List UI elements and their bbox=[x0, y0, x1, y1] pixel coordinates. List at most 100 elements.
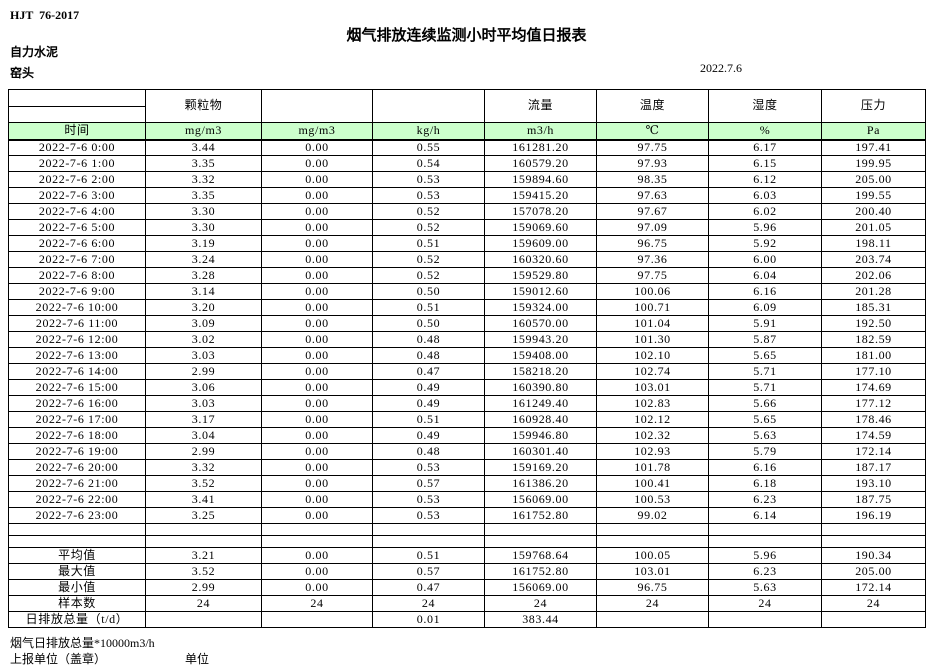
cell: 161752.80 bbox=[484, 563, 597, 580]
table-row: 2022-7-6 1:00 3.35 0.00 0.54 160579.20 97.93 6… bbox=[8, 155, 926, 172]
cell: 97.67 bbox=[596, 203, 709, 220]
cell: 2.99 bbox=[145, 363, 262, 380]
unit-cell-time: 时间 bbox=[8, 122, 146, 141]
cell: 177.12 bbox=[821, 395, 926, 412]
cell: 178.46 bbox=[821, 411, 926, 428]
cell: 5.71 bbox=[708, 363, 822, 380]
cell: 2022-7-6 23:00 bbox=[8, 507, 146, 524]
cell: 3.06 bbox=[145, 379, 262, 396]
cell: 5.87 bbox=[708, 331, 822, 348]
cell: 0.00 bbox=[261, 251, 373, 268]
cell: 101.30 bbox=[596, 331, 709, 348]
cell bbox=[145, 523, 262, 536]
header-cell-time-bottom bbox=[8, 106, 146, 123]
cell: 0.00 bbox=[261, 155, 373, 172]
cell: 0.52 bbox=[372, 219, 485, 236]
table-row: 2022-7-6 22:00 3.41 0.00 0.53 156069.00 100.5… bbox=[8, 491, 926, 508]
cell: 0.47 bbox=[372, 363, 485, 380]
cell bbox=[596, 523, 709, 536]
cell bbox=[484, 523, 597, 536]
cell: 0.00 bbox=[261, 187, 373, 204]
header-cell-particulate: 颗粒物 bbox=[145, 89, 262, 123]
cell: 157078.20 bbox=[484, 203, 597, 220]
cell: 100.71 bbox=[596, 299, 709, 316]
cell: 6.15 bbox=[708, 155, 822, 172]
cell: 24 bbox=[708, 595, 822, 612]
table-row: 2022-7-6 6:00 3.19 0.00 0.51 159609.00 96.75 5… bbox=[8, 235, 926, 252]
cell: 0.51 bbox=[372, 547, 485, 564]
cell bbox=[145, 611, 262, 628]
cell: 102.12 bbox=[596, 411, 709, 428]
cell: 6.04 bbox=[708, 267, 822, 284]
cell: 5.91 bbox=[708, 315, 822, 332]
cell: 2022-7-6 20:00 bbox=[8, 459, 146, 476]
cell: 0.00 bbox=[261, 267, 373, 284]
cell: 182.59 bbox=[821, 331, 926, 348]
cell: 0.49 bbox=[372, 427, 485, 444]
cell: 0.00 bbox=[261, 475, 373, 492]
cell: 97.36 bbox=[596, 251, 709, 268]
cell: 100.53 bbox=[596, 491, 709, 508]
cell: 3.52 bbox=[145, 475, 262, 492]
cell: 2.99 bbox=[145, 443, 262, 460]
group-header-row: 颗粒物 流量 温度 湿度 压力 bbox=[8, 89, 926, 123]
cell bbox=[261, 523, 373, 536]
cell: 161752.80 bbox=[484, 507, 597, 524]
cell: 5.71 bbox=[708, 379, 822, 396]
cell: 0.00 bbox=[261, 203, 373, 220]
cell bbox=[8, 523, 146, 536]
cell: 196.19 bbox=[821, 507, 926, 524]
cell: 0.00 bbox=[261, 139, 373, 156]
cell: 97.93 bbox=[596, 155, 709, 172]
table-row: 2022-7-6 14:00 2.99 0.00 0.47 158218.20 102.7… bbox=[8, 363, 926, 380]
cell: 197.41 bbox=[821, 139, 926, 156]
cell: 2022-7-6 6:00 bbox=[8, 235, 146, 252]
cell: 161281.20 bbox=[484, 139, 597, 156]
table-row: 2022-7-6 5:00 3.30 0.00 0.52 159069.60 97.09 5… bbox=[8, 219, 926, 236]
cell: 159529.80 bbox=[484, 267, 597, 284]
cell: 174.69 bbox=[821, 379, 926, 396]
cell: 6.12 bbox=[708, 171, 822, 188]
cell: 0.53 bbox=[372, 507, 485, 524]
cell: 2022-7-6 12:00 bbox=[8, 331, 146, 348]
header-cell-pressure: 压力 bbox=[821, 89, 926, 123]
cell: 160301.40 bbox=[484, 443, 597, 460]
cell: 193.10 bbox=[821, 475, 926, 492]
cell: 0.48 bbox=[372, 443, 485, 460]
table-row: 2022-7-6 8:00 3.28 0.00 0.52 159529.80 97.75 6… bbox=[8, 267, 926, 284]
table-row: 2022-7-6 18:00 3.04 0.00 0.49 159946.80 102.3… bbox=[8, 427, 926, 444]
table-body: 2022-7-6 0:00 3.44 0.00 0.55 161281.20 97.75 6… bbox=[8, 139, 926, 628]
summary-row: 样本数 24 24 24 24 24 24 24 bbox=[8, 595, 926, 612]
table-row: 2022-7-6 2:00 3.32 0.00 0.53 159894.60 98.35 6… bbox=[8, 171, 926, 188]
cell: 161249.40 bbox=[484, 395, 597, 412]
cell: 172.14 bbox=[821, 443, 926, 460]
cell: 0.52 bbox=[372, 251, 485, 268]
cell: 0.00 bbox=[261, 315, 373, 332]
table-row: 2022-7-6 0:00 3.44 0.00 0.55 161281.20 97.75 6… bbox=[8, 139, 926, 156]
cell: 0.00 bbox=[261, 491, 373, 508]
table-row: 2022-7-6 3:00 3.35 0.00 0.53 159415.20 97.63 6… bbox=[8, 187, 926, 204]
unit-label: 单位 bbox=[185, 652, 210, 666]
cell: 159012.60 bbox=[484, 283, 597, 300]
unit-cell-mgm3-2: mg/m3 bbox=[261, 122, 373, 141]
report-table: 颗粒物 流量 温度 湿度 压力 时间 mg/m3 mg/m3 kg/h m3/h… bbox=[8, 89, 926, 628]
cell: 2022-7-6 11:00 bbox=[8, 315, 146, 332]
cell: 6.03 bbox=[708, 187, 822, 204]
cell: 102.93 bbox=[596, 443, 709, 460]
cell: 96.75 bbox=[596, 235, 709, 252]
cell: 0.50 bbox=[372, 315, 485, 332]
cell: 3.17 bbox=[145, 411, 262, 428]
cell: 97.09 bbox=[596, 219, 709, 236]
cell: 198.11 bbox=[821, 235, 926, 252]
cell bbox=[708, 535, 822, 548]
cell bbox=[596, 611, 709, 628]
cell bbox=[261, 535, 373, 548]
cell: 0.57 bbox=[372, 475, 485, 492]
cell: 2022-7-6 5:00 bbox=[8, 219, 146, 236]
cell: 3.20 bbox=[145, 299, 262, 316]
cell: 6.16 bbox=[708, 283, 822, 300]
cell: 3.32 bbox=[145, 171, 262, 188]
cell: 6.09 bbox=[708, 299, 822, 316]
cell: 383.44 bbox=[484, 611, 597, 628]
cell: 0.00 bbox=[261, 547, 373, 564]
